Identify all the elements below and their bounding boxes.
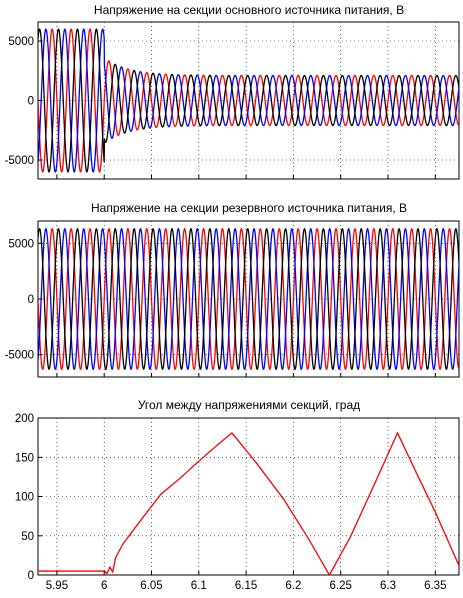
y-tick-label: 200: [15, 413, 34, 425]
y-tick-label: 0: [28, 96, 34, 108]
series-line-1: [38, 28, 459, 173]
series-layer: [38, 431, 459, 575]
x-axis-ticks: [56, 175, 436, 179]
x-tick-label: 5.95: [46, 580, 68, 592]
chart-reserve-voltage: Напряжение на секции резервного источник…: [5, 201, 460, 378]
series-layer: [38, 28, 459, 173]
series-line-3: [38, 227, 459, 371]
y-tick-label: 0: [28, 570, 34, 582]
plot-frame: [37, 21, 460, 180]
y-tick-label: 0: [28, 294, 34, 306]
chart-angle: Угол между напряжениями секций, град 200…: [15, 398, 460, 592]
y-axis-ticks: 200 150 100 50 0: [15, 413, 42, 582]
x-axis-ticks: 5.95 6 6.05 6.1 6.15 6.2 6.25 6.3 6.35: [46, 571, 446, 592]
x-tick-label: 6.15: [235, 580, 257, 592]
chart-title: Напряжение на секции основного источника…: [94, 3, 404, 17]
x-tick-label: 6.3: [380, 580, 396, 592]
y-tick-label: -5000: [5, 350, 34, 362]
y-tick-label: 50: [21, 531, 34, 543]
x-tick-label: 6.35: [424, 580, 446, 592]
x-tick-label: 6.05: [140, 580, 162, 592]
y-tick-label: 150: [15, 452, 34, 464]
series-line-2: [38, 28, 459, 173]
x-axis-ticks: [56, 373, 436, 377]
series-layer: [38, 227, 459, 371]
x-tick-label: 6.2: [285, 580, 301, 592]
chart-primary-voltage: Напряжение на секции основного источника…: [5, 3, 460, 180]
y-tick-label: -5000: [5, 155, 34, 167]
series-line-2: [38, 227, 459, 371]
x-tick-label: 6.1: [191, 580, 207, 592]
y-tick-label: 5000: [8, 36, 34, 48]
plot-frame: [37, 417, 460, 576]
chart-title: Напряжение на секции резервного источник…: [91, 201, 407, 215]
series-line-3: [38, 28, 459, 173]
y-tick-label: 5000: [8, 238, 34, 250]
x-tick-label: 6.25: [330, 580, 352, 592]
chart-title: Угол между напряжениями секций, град: [138, 398, 360, 412]
y-tick-label: 100: [15, 492, 34, 504]
y-axis-ticks: 5000 0 -5000: [5, 238, 42, 362]
series-line-1: [38, 431, 459, 575]
y-axis-ticks: 5000 0 -5000: [5, 36, 42, 167]
series-line-1: [38, 227, 459, 371]
x-tick-label: 6: [101, 580, 107, 592]
